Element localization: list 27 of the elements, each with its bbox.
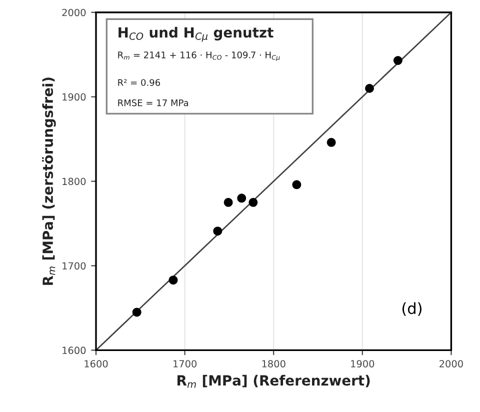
point: [248, 198, 258, 207]
annotation: R² = 0.96: [118, 79, 160, 86]
point: [326, 138, 336, 147]
y-tick-label: 1700: [62, 262, 86, 270]
y-tick-label: 1600: [62, 346, 86, 354]
point: [132, 308, 142, 317]
x-axis-title: R$_{m}$ [MPa] (Referenzwert): [178, 374, 370, 388]
x-tick-label: 1900: [351, 360, 374, 368]
x-tick-label: 2000: [440, 360, 463, 368]
point: [213, 226, 222, 236]
y-tick-label: 1900: [62, 93, 86, 101]
annotation: RMSE = 17 MPa: [118, 99, 188, 106]
point: [292, 180, 302, 190]
annotation: H$_{CO}$ und H$_{Cμ}$ genutzt: [118, 26, 274, 42]
point: [168, 276, 178, 285]
y-tick-label: 2000: [62, 8, 86, 16]
annotation: (d): [402, 302, 422, 316]
point: [237, 194, 246, 203]
point: [224, 198, 233, 207]
point: [393, 56, 402, 65]
y-axis-title: R$_{m}$ [MPa] (zerstörungsfrei): [42, 78, 56, 285]
annotation: R$_{m}$ = 2141 + 116 · H$_{CO}$ - 109.7 · H$_{Cμ}$: [118, 51, 280, 61]
x-tick-label: 1700: [173, 360, 197, 368]
y-tick-label: 1800: [62, 178, 86, 186]
x-tick-label: 1800: [262, 360, 286, 368]
point: [365, 84, 374, 93]
x-tick-label: 1600: [84, 360, 108, 368]
